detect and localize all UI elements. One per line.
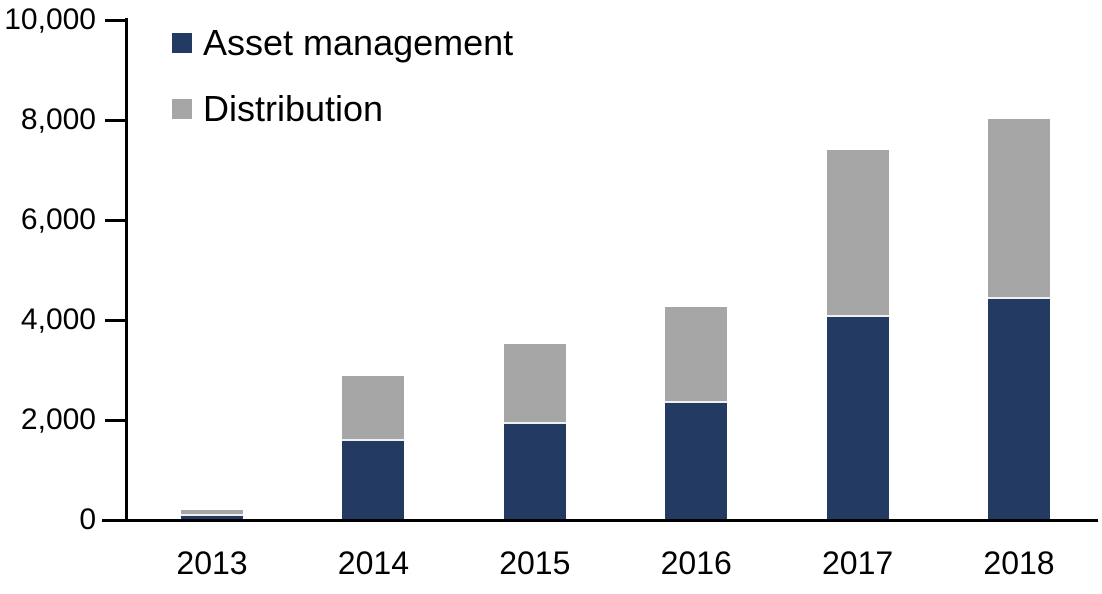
bar-segment-asset-management-2014 <box>342 440 405 519</box>
legend-swatch-distribution <box>172 99 192 119</box>
bar-segment-distribution-2017 <box>826 150 889 317</box>
y-axis-tick-label: 2,000 <box>20 403 96 436</box>
y-axis-tick-label: 6,000 <box>20 203 96 236</box>
bar-segment-distribution-2018 <box>988 119 1050 299</box>
bar-segment-distribution-2015 <box>503 344 566 424</box>
legend-swatch-asset-management <box>172 33 192 53</box>
x-axis-line <box>102 519 1098 522</box>
x-axis-label-2017: 2017 <box>822 545 894 581</box>
y-axis-tick-label: 0 <box>79 503 96 536</box>
x-axis-label-2013: 2013 <box>176 545 248 581</box>
bar-2014 <box>340 373 407 519</box>
bar-segment-asset-management-2015 <box>503 424 566 519</box>
y-axis-tick <box>105 18 125 22</box>
legend-item-distribution: Distribution <box>172 87 513 131</box>
y-axis-tick <box>105 418 125 422</box>
x-axis-label-2016: 2016 <box>660 545 732 581</box>
y-axis-line <box>125 18 128 522</box>
legend-label: Distribution <box>203 88 384 129</box>
bar-segment-distribution-2013 <box>181 509 243 516</box>
bar-2017 <box>824 148 891 519</box>
bar-segment-asset-management-2018 <box>988 299 1050 519</box>
y-axis-tick <box>105 118 125 122</box>
y-axis-tick <box>105 218 125 222</box>
bar-2018 <box>986 117 1052 519</box>
bar-segment-distribution-2016 <box>665 306 728 403</box>
bar-segment-asset-management-2013 <box>181 516 243 519</box>
x-axis-label-2014: 2014 <box>337 545 409 581</box>
legend-label: Asset management <box>203 22 514 63</box>
y-axis-tick-label: 4,000 <box>20 303 96 336</box>
bar-segment-asset-management-2016 <box>665 403 728 519</box>
x-axis-label-2018: 2018 <box>983 545 1055 581</box>
bar-2015 <box>501 342 568 519</box>
y-axis-tick-label: 8,000 <box>20 103 96 136</box>
legend: Asset management Distribution <box>172 21 513 131</box>
bar-2013 <box>179 507 245 519</box>
bar-segment-distribution-2014 <box>342 375 405 441</box>
x-axis-label-2015: 2015 <box>499 545 571 581</box>
legend-item-asset-management: Asset management <box>172 21 513 65</box>
bar-2016 <box>663 304 730 519</box>
y-axis-tick <box>105 318 125 322</box>
bar-segment-asset-management-2017 <box>826 317 889 519</box>
y-axis-tick-label: 10,000 <box>4 3 96 36</box>
